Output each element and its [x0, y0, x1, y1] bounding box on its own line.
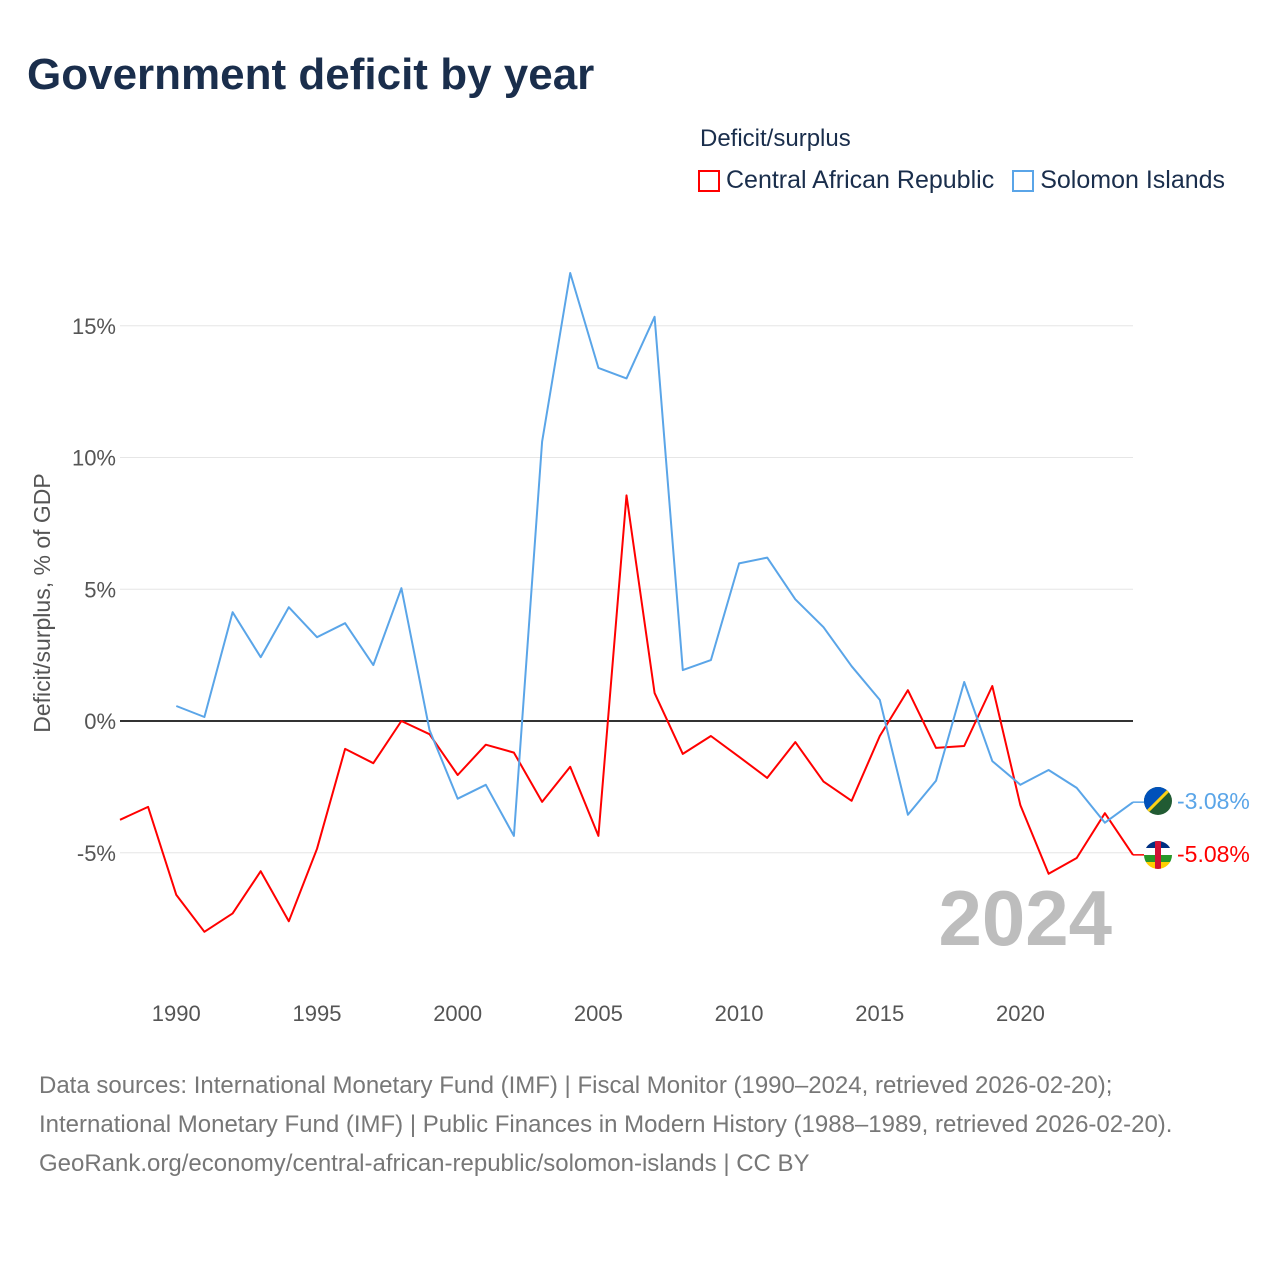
- y-axis-label: Deficit/surplus, % of GDP: [29, 473, 55, 732]
- x-tick-label: 1990: [152, 1001, 201, 1026]
- y-tick-label: -5%: [77, 841, 116, 866]
- y-tick-label: 0%: [84, 709, 116, 734]
- legend-swatch-car: [698, 169, 720, 192]
- legend-item-car[interactable]: Central African Republic: [698, 166, 994, 195]
- data-sources: Data sources: International Monetary Fun…: [39, 1072, 1173, 1138]
- y-tick-label: 5%: [84, 577, 116, 602]
- y-tick-label: 15%: [72, 314, 116, 339]
- flag-car-icon: [1144, 841, 1172, 869]
- series-line-solomon: [175, 272, 1134, 837]
- x-tick-label: 1995: [292, 1001, 341, 1026]
- legend-label: Central African Republic: [726, 166, 995, 194]
- end-label-solomon: -3.08%: [1177, 788, 1250, 814]
- legend-swatch-solomon: [1012, 169, 1035, 192]
- footer: Data sources: International Monetary Fun…: [39, 1066, 1239, 1183]
- credit-link[interactable]: GeoRank.org/economy/central-african-repu…: [39, 1150, 810, 1177]
- line-chart: -5% 0% 5% 10% 15% 1990 1995 2000 2005 2010 2015 202…: [29, 272, 1250, 1026]
- year-watermark: 2024: [938, 874, 1112, 962]
- legend-label: Solomon Islands: [1040, 166, 1226, 194]
- x-tick-label: 2005: [574, 1001, 623, 1026]
- x-tick-label: 2000: [433, 1001, 482, 1026]
- flag-solomon-icon: [1144, 787, 1172, 815]
- legend: Central African Republic Solomon Islands: [698, 166, 1225, 195]
- legend-item-solomon[interactable]: Solomon Islands: [1012, 166, 1225, 195]
- x-tick-label: 2015: [855, 1001, 904, 1026]
- x-tick-label: 2020: [996, 1001, 1045, 1026]
- end-label-car: -5.08%: [1177, 841, 1250, 867]
- page-title: Government deficit by year: [27, 50, 595, 99]
- x-tick-label: 2010: [715, 1001, 764, 1026]
- legend-title: Deficit/surplus: [700, 125, 851, 152]
- y-tick-label: 10%: [72, 446, 116, 471]
- series-line-car: [119, 494, 1134, 933]
